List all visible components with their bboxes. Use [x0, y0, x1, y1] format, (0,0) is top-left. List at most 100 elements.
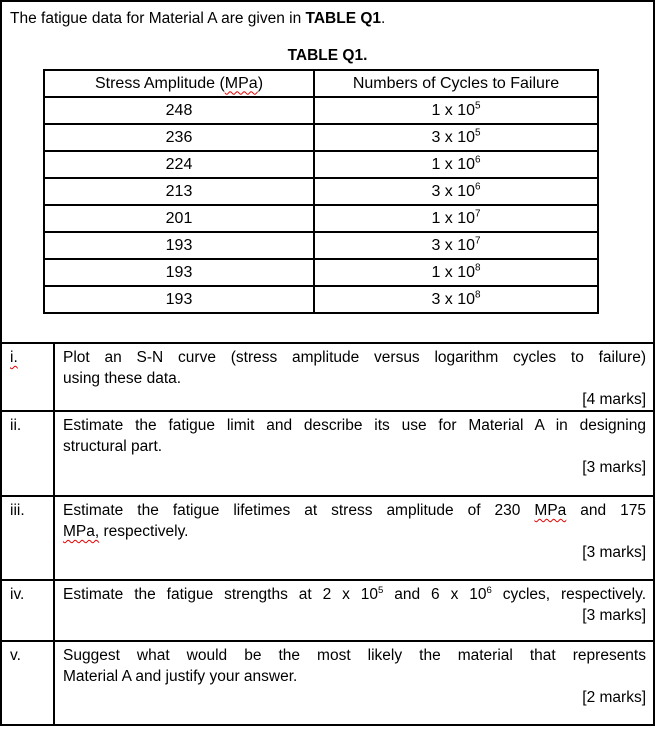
marks-label: [3 marks]: [582, 607, 646, 624]
text-segment: TABLE Q1: [305, 10, 382, 27]
text-segment: i.: [10, 349, 18, 366]
question-numeral: i.: [2, 344, 55, 410]
text-segment: cycles, respectively.: [491, 586, 647, 603]
text-segment: 1 x 10: [431, 263, 476, 281]
text-segment: ii.: [10, 417, 22, 434]
text-segment: 1 x 10: [431, 101, 476, 119]
text-segment: TABLE Q1.: [287, 47, 368, 64]
question-row-i: i. Plot an S-N curve (stress amplitude v…: [2, 342, 653, 410]
text-segment: 5: [475, 127, 481, 139]
cycles-header-cell: Numbers of Cycles to Failure: [313, 69, 599, 98]
table-row: 236 3 x 105: [43, 123, 599, 152]
text-segment: 3 x 10: [431, 182, 476, 200]
text-segment: 7: [475, 208, 481, 220]
question-text-line: Estimate the fatigue limit and describe …: [63, 415, 646, 436]
cycles-cell: 3 x 108: [313, 285, 599, 314]
text-segment: ): [257, 74, 264, 92]
marks-label: [4 marks]: [582, 391, 646, 408]
question-body: Plot an S-N curve (stress amplitude vers…: [55, 344, 653, 410]
table-row: 213 3 x 106: [43, 177, 599, 206]
text-segment: 1 x 10: [431, 209, 476, 227]
intro-section: The fatigue data for Material A are give…: [2, 2, 653, 342]
text-segment: 5: [475, 100, 481, 112]
text-segment: 6: [475, 181, 481, 193]
question-row-iv: iv. Estimate the fatigue strengths at 2 …: [2, 579, 653, 640]
question-numeral: iv.: [2, 581, 55, 640]
table-header-row: Stress Amplitude (MPa) Numbers of Cycles…: [43, 69, 599, 98]
text-segment: .: [381, 10, 386, 27]
question-text-line: Material A and justify your answer.: [63, 666, 646, 687]
cycles-cell: 1 x 107: [313, 204, 599, 233]
table-row: 224 1 x 106: [43, 150, 599, 179]
table-row: 193 3 x 107: [43, 231, 599, 260]
stress-cell: 193: [43, 258, 315, 287]
text-segment: 3 x 10: [431, 290, 476, 308]
cycles-cell: 3 x 107: [313, 231, 599, 260]
text-segment: Estimate the fatigue lifetimes at stress…: [63, 502, 535, 519]
stress-cell: 193: [43, 231, 315, 260]
text-segment: Estimate the fatigue strengths at 2 x 10: [63, 586, 379, 603]
text-segment: iv.: [10, 586, 25, 603]
text-segment: structural part.: [63, 438, 163, 455]
question-numeral: iii.: [2, 497, 55, 579]
stress-cell: 201: [43, 204, 315, 233]
question-text-line: Estimate the fatigue lifetimes at stress…: [63, 500, 646, 521]
question-text-line: using these data.: [63, 368, 646, 389]
text-segment: Material A and justify your answer.: [63, 668, 298, 685]
stress-cell: 248: [43, 96, 315, 125]
stress-cell: 236: [43, 123, 315, 152]
cycles-cell: 3 x 105: [313, 123, 599, 152]
stress-cell: 193: [43, 285, 315, 314]
questions-table: i. Plot an S-N curve (stress amplitude v…: [2, 342, 653, 724]
stress-cell: 224: [43, 150, 315, 179]
text-segment: v.: [10, 647, 21, 664]
text-segment: Stress Amplitude (: [94, 74, 225, 92]
marks-label: [3 marks]: [582, 459, 646, 476]
table-row: 193 3 x 108: [43, 285, 599, 314]
text-segment: 5: [378, 584, 384, 596]
question-row-iii: iii. Estimate the fatigue lifetimes at s…: [2, 495, 653, 579]
text-segment: Plot an S-N curve (stress amplitude vers…: [63, 349, 646, 366]
stress-cell: 213: [43, 177, 315, 206]
text-segment: 6: [475, 154, 481, 166]
text-segment: and 175: [566, 502, 647, 519]
fatigue-data-table: Stress Amplitude (MPa) Numbers of Cycles…: [43, 69, 599, 314]
text-segment: 6: [486, 584, 492, 596]
text-segment: MPa: [534, 502, 567, 519]
cycles-cell: 1 x 105: [313, 96, 599, 125]
text-segment: and 6 x 10: [383, 586, 487, 603]
text-segment: Estimate the fatigue limit and describe …: [63, 417, 646, 434]
question-body: Suggest what would be the most likely th…: [55, 642, 653, 724]
table-row: 201 1 x 107: [43, 204, 599, 233]
question-text-line: MPa, respectively.: [63, 521, 646, 542]
cycles-cell: 1 x 106: [313, 150, 599, 179]
question-text-line: Suggest what would be the most likely th…: [63, 645, 646, 666]
table-row: 193 1 x 108: [43, 258, 599, 287]
text-segment: 7: [475, 235, 481, 247]
question-row-v: v. Suggest what would be the most likely…: [2, 640, 653, 724]
text-segment: respectively.: [99, 523, 189, 540]
question-text-line: Estimate the fatigue strengths at 2 x 10…: [63, 584, 646, 605]
text-segment: 3 x 10: [431, 236, 476, 254]
question-body: Estimate the fatigue limit and describe …: [55, 412, 653, 495]
cycles-cell: 3 x 106: [313, 177, 599, 206]
marks-label: [2 marks]: [582, 689, 646, 706]
stress-header-cell: Stress Amplitude (MPa): [43, 69, 315, 98]
text-segment: 1 x 10: [431, 155, 476, 173]
text-segment: 3 x 10: [431, 128, 476, 146]
text-segment: MPa,: [63, 523, 100, 540]
text-segment: 8: [475, 262, 481, 274]
table-title: TABLE Q1.: [2, 46, 653, 66]
text-segment: MPa: [224, 74, 258, 92]
text-segment: The fatigue data for Material A are give…: [10, 10, 306, 27]
question-numeral: ii.: [2, 412, 55, 495]
intro-text: The fatigue data for Material A are give…: [2, 2, 653, 29]
marks-label: [3 marks]: [582, 544, 646, 561]
text-segment: Suggest what would be the most likely th…: [63, 647, 646, 664]
text-segment: using these data.: [63, 370, 182, 387]
question-body: Estimate the fatigue lifetimes at stress…: [55, 497, 653, 579]
text-segment: iii.: [10, 502, 25, 519]
table-row: 248 1 x 105: [43, 96, 599, 125]
question-text-line: structural part.: [63, 436, 646, 457]
question-text-line: Plot an S-N curve (stress amplitude vers…: [63, 347, 646, 368]
